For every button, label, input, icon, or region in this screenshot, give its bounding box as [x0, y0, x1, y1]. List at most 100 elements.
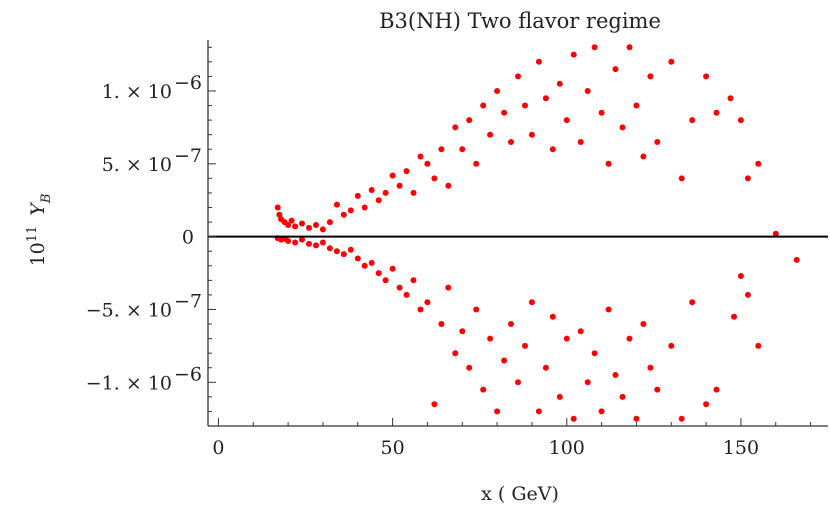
- data-point: [361, 204, 368, 211]
- data-point: [570, 415, 577, 422]
- data-point: [431, 401, 438, 408]
- data-point: [647, 73, 654, 80]
- data-point: [713, 109, 720, 116]
- data-point: [480, 386, 487, 393]
- data-point: [647, 364, 654, 371]
- data-point: [417, 306, 424, 313]
- data-point: [306, 240, 312, 247]
- data-point: [424, 160, 431, 167]
- data-point: [285, 238, 292, 244]
- data-point: [389, 265, 396, 272]
- data-point: [473, 160, 480, 167]
- data-point: [584, 379, 591, 386]
- data-point: [598, 109, 605, 116]
- data-point: [326, 245, 333, 252]
- data-point: [755, 160, 762, 167]
- data-point: [347, 246, 354, 253]
- data-point: [678, 175, 685, 182]
- data-point: [793, 256, 800, 263]
- data-point: [713, 386, 720, 393]
- data-point: [737, 273, 744, 279]
- data-point: [744, 175, 751, 182]
- data-point: [445, 284, 452, 291]
- data-point: [605, 306, 612, 313]
- data-point: [668, 342, 675, 349]
- data-point: [508, 321, 514, 327]
- data-point: [410, 189, 417, 196]
- data-point: [396, 284, 403, 291]
- data-point: [654, 139, 661, 145]
- data-point: [619, 124, 626, 131]
- data-point: [640, 321, 647, 327]
- data-point: [487, 335, 494, 342]
- data-point: [584, 88, 591, 94]
- data-point: [326, 219, 333, 226]
- data-point: [403, 168, 410, 175]
- data-point: [361, 262, 368, 269]
- chart-title: B3(NH) Two flavor regime: [379, 9, 661, 33]
- data-point: [494, 88, 501, 94]
- data-point: [556, 80, 563, 87]
- data-point: [417, 153, 424, 160]
- data-point: [354, 192, 361, 199]
- data-point: [755, 342, 762, 349]
- data-point: [689, 117, 696, 124]
- y-tick-exponent: −6: [174, 363, 202, 385]
- y-axis-label-symbol: Y: [27, 201, 49, 216]
- data-point: [535, 58, 542, 65]
- data-point: [368, 187, 375, 193]
- x-tick-label: 50: [381, 437, 405, 459]
- data-point: [535, 408, 542, 415]
- data-point: [480, 102, 487, 109]
- data-point: [633, 415, 640, 422]
- data-point: [570, 51, 577, 58]
- data-point: [403, 291, 410, 298]
- data-point: [577, 328, 584, 335]
- data-point: [382, 277, 389, 284]
- svg-text:1011YB: 1011 YB: [25, 194, 54, 267]
- data-point: [515, 73, 521, 80]
- data-point: [459, 146, 466, 153]
- data-point: [466, 117, 473, 124]
- data-point: [313, 242, 319, 249]
- data-point: [354, 255, 361, 262]
- data-point: [333, 248, 340, 255]
- data-point: [431, 175, 438, 182]
- data-point: [382, 189, 389, 196]
- data-point: [556, 393, 563, 400]
- data-point: [577, 139, 584, 145]
- data-point: [452, 350, 459, 357]
- data-point: [508, 139, 514, 145]
- data-point: [501, 357, 508, 364]
- data-point: [292, 239, 299, 246]
- data-point: [466, 364, 473, 371]
- data-point: [396, 182, 403, 189]
- data-point: [299, 236, 305, 243]
- data-point: [438, 321, 445, 327]
- data-point: [703, 73, 710, 80]
- data-point: [501, 109, 508, 116]
- plot-frame: [207, 40, 828, 427]
- data-point: [515, 379, 521, 386]
- data-point: [452, 124, 459, 131]
- data-point: [528, 299, 535, 306]
- data-point: [487, 131, 494, 138]
- data-point: [542, 364, 549, 371]
- data-point: [445, 182, 452, 189]
- x-axis-ticks: 0 50 100 150: [212, 418, 812, 459]
- data-point: [612, 66, 619, 73]
- data-point: [285, 222, 292, 228]
- x-tick-label: 0: [212, 437, 224, 459]
- data-point: [678, 415, 685, 422]
- y-axis-label-sub: B: [39, 194, 54, 205]
- y-axis-label: 1011 YB: [25, 194, 54, 267]
- data-point: [626, 335, 633, 342]
- data-point: [410, 277, 417, 284]
- y-tick-label: −1. × 10: [86, 372, 172, 394]
- data-point: [640, 153, 647, 160]
- data-point: [654, 386, 661, 393]
- data-point: [612, 372, 619, 378]
- data-point: [542, 95, 549, 102]
